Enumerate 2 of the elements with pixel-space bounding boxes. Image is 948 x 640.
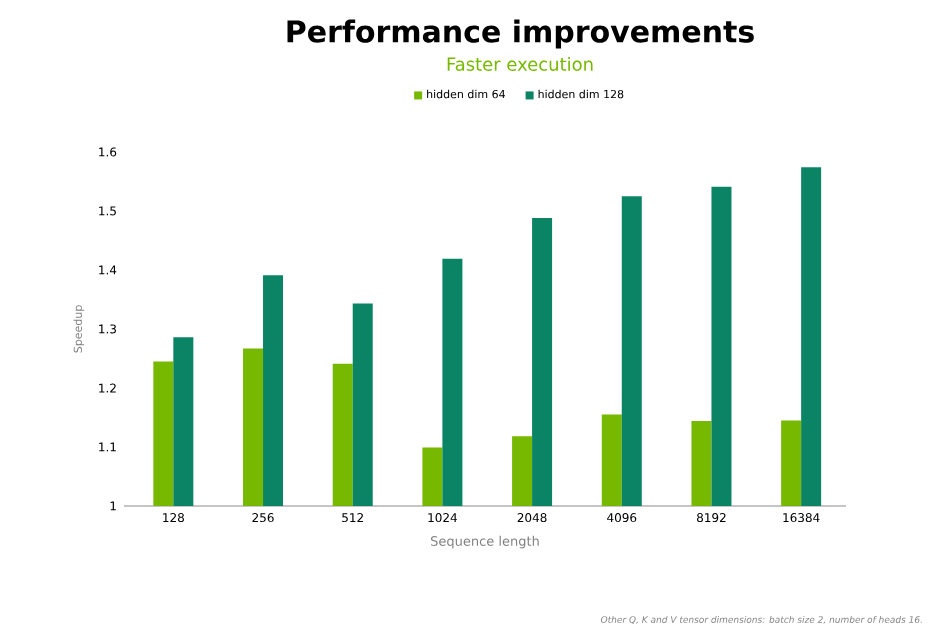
chart-subtitle: Faster execution [447, 57, 593, 71]
chart-title: Performance improvements [287, 19, 754, 49]
